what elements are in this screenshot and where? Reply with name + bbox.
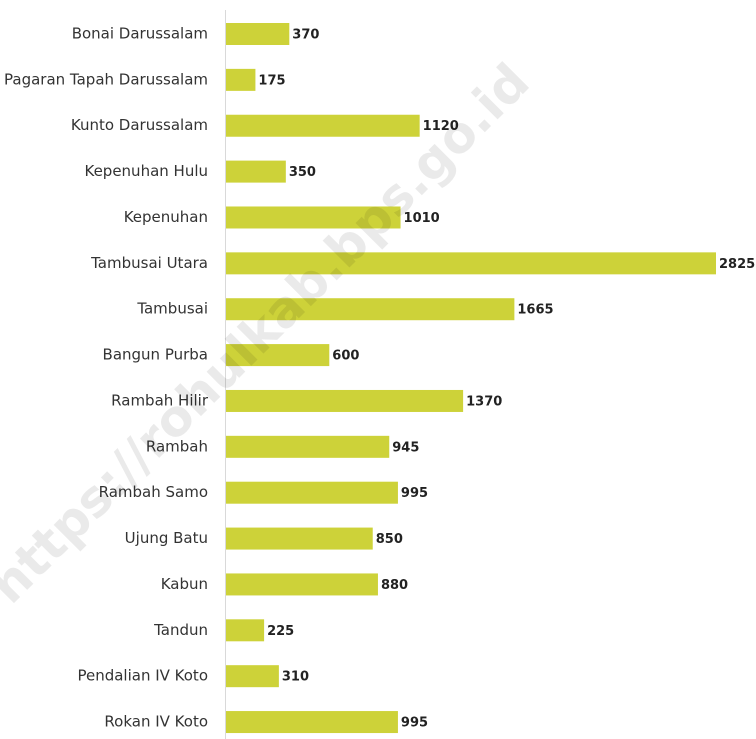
value-label: 2825 [719,257,755,272]
category-label: Ujung Batu [125,529,208,547]
value-label: 1010 [404,211,440,226]
value-label: 370 [292,28,319,43]
bar [226,481,398,504]
value-label: 175 [258,73,285,88]
bar [226,389,464,412]
bar [226,711,398,734]
bar [226,435,390,458]
value-label: 995 [401,486,428,501]
bar [226,23,290,45]
value-label: 850 [376,532,403,547]
category-label: Rambah Samo [99,483,208,501]
category-label: Rambah [146,437,208,455]
bar [226,298,515,321]
value-label: 600 [332,349,359,364]
bar [226,665,279,688]
bar [226,206,401,229]
category-label: Kepenuhan Hulu [84,162,208,180]
bar [226,160,286,183]
category-label: Pagaran Tapah Darussalam [4,70,208,88]
bar [226,527,373,550]
value-label: 225 [267,624,294,639]
value-label: 945 [392,440,419,455]
value-label: 310 [282,670,309,685]
category-label: Rambah Hilir [111,391,209,409]
category-label: Kepenuhan [124,208,208,226]
category-label: Tambusai [136,300,208,318]
value-label: 1665 [517,303,553,318]
value-label: 880 [381,578,408,593]
value-label: 1370 [466,394,502,409]
bar [226,252,716,275]
category-label: Tandun [153,621,208,639]
value-label: 350 [289,165,316,180]
category-label: Kabun [161,575,208,593]
category-label: Kunto Darussalam [71,116,208,134]
bar [226,573,378,596]
bar [226,68,256,91]
category-label: Rokan IV Koto [104,713,208,731]
bar [226,619,265,642]
bar [226,344,330,367]
category-label: Bonai Darussalam [72,25,208,43]
bar [226,114,420,137]
category-label: Pendalian IV Koto [77,667,208,685]
category-label: Tambusai Utara [90,254,208,272]
category-label: Bangun Purba [103,346,208,364]
value-label: 1120 [423,119,459,134]
value-label: 995 [401,716,428,731]
